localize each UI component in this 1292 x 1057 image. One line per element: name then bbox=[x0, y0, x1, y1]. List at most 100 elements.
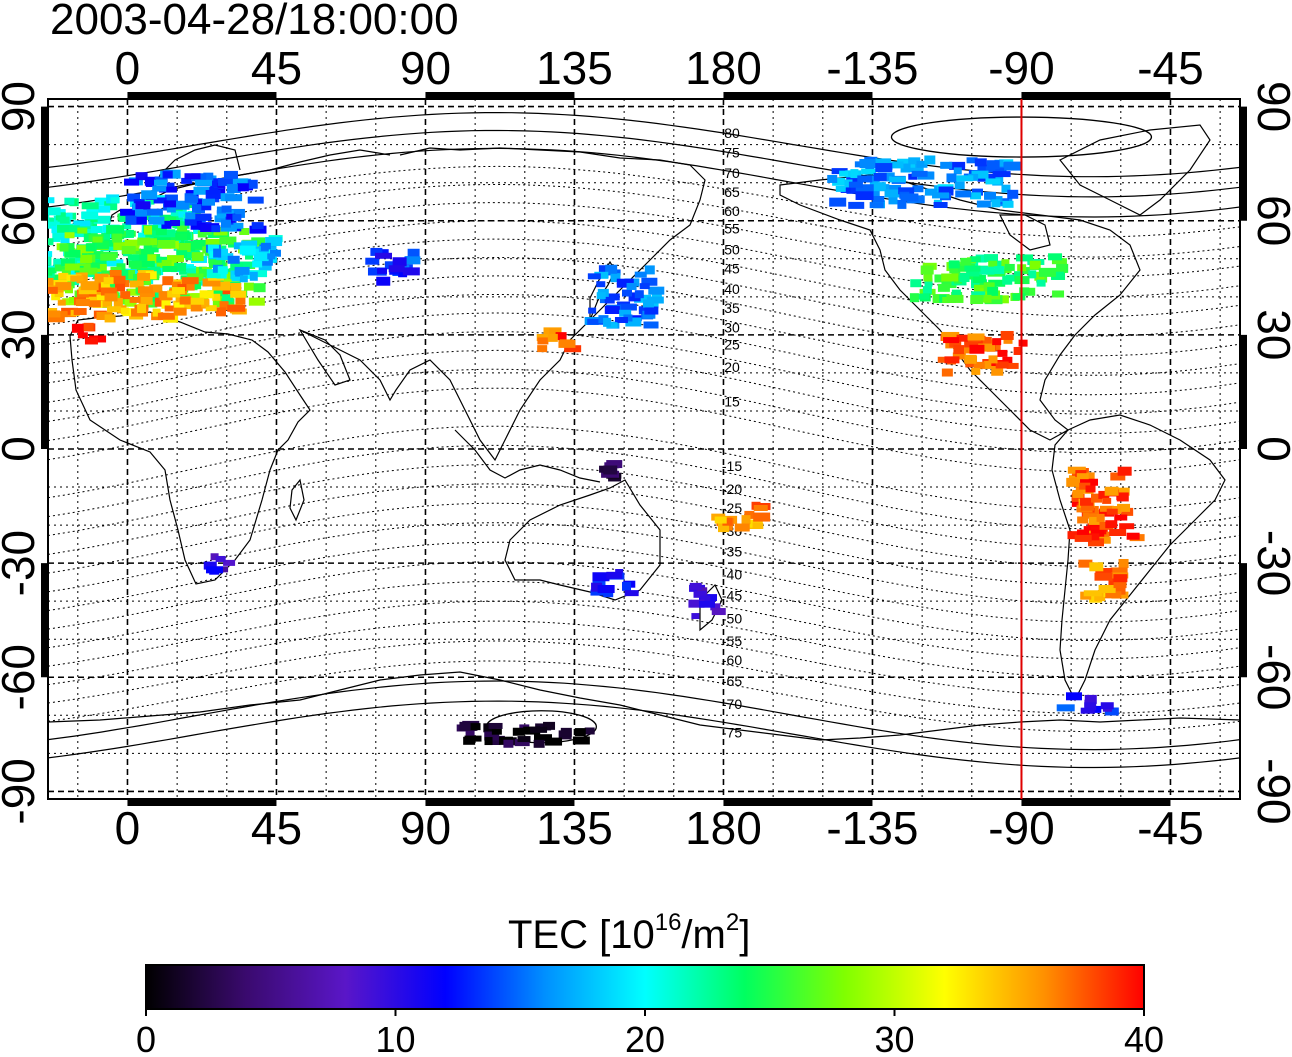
tec-point bbox=[1116, 492, 1129, 502]
contour-label: 75 bbox=[724, 144, 740, 160]
tec-point bbox=[96, 298, 112, 308]
left-lat-tick-label: -60 bbox=[0, 644, 44, 710]
tec-point bbox=[949, 266, 961, 274]
tec-point bbox=[959, 272, 970, 282]
tec-point bbox=[202, 278, 221, 287]
top-axis-bar bbox=[425, 92, 575, 99]
tec-point bbox=[1067, 531, 1079, 540]
tec-point bbox=[861, 168, 877, 175]
magnetic-contour bbox=[48, 502, 1240, 586]
tec-point bbox=[148, 216, 165, 225]
tec-point bbox=[388, 265, 405, 273]
tec-point bbox=[1105, 591, 1122, 599]
tec-point bbox=[1105, 520, 1118, 529]
tec-point bbox=[120, 307, 129, 315]
bottom-axis-bar bbox=[425, 799, 575, 806]
magnetic-contour bbox=[48, 660, 1240, 733]
tec-point bbox=[983, 360, 998, 369]
tec-point bbox=[209, 187, 219, 195]
tec-point bbox=[199, 290, 214, 299]
coast-hudson-bay bbox=[999, 214, 1051, 251]
tec-point bbox=[971, 367, 981, 375]
tec-point bbox=[201, 204, 212, 211]
tec-point bbox=[184, 173, 201, 180]
tec-point bbox=[964, 265, 981, 272]
tec-point bbox=[949, 341, 962, 348]
tec-point bbox=[57, 224, 74, 233]
right-lat-tick-label: 30 bbox=[1248, 309, 1292, 360]
tec-point bbox=[148, 238, 157, 246]
tec-point bbox=[1115, 586, 1126, 595]
tec-point bbox=[1002, 356, 1013, 365]
tec-point bbox=[135, 201, 151, 210]
magnetic-contour bbox=[48, 112, 1240, 178]
tec-point bbox=[984, 295, 1003, 305]
tec-point bbox=[104, 314, 116, 323]
tec-point bbox=[12, 251, 28, 260]
tec-point bbox=[753, 504, 768, 511]
tec-point bbox=[605, 264, 618, 274]
tec-point bbox=[139, 248, 155, 256]
tec-point bbox=[982, 336, 992, 345]
tec-point bbox=[58, 272, 69, 280]
tec-point bbox=[463, 736, 476, 745]
tec-point bbox=[872, 195, 885, 202]
tec-point bbox=[867, 188, 880, 197]
tec-point bbox=[1098, 585, 1116, 594]
tec-point bbox=[644, 265, 655, 275]
tec-point bbox=[158, 216, 177, 223]
tec-point bbox=[839, 170, 849, 177]
tec-point bbox=[1100, 702, 1114, 710]
tec-point bbox=[29, 266, 44, 275]
tec-point bbox=[152, 308, 161, 317]
tec-point bbox=[112, 233, 123, 243]
magnetic-contour bbox=[48, 294, 1240, 376]
tec-point bbox=[57, 299, 66, 306]
tec-point bbox=[1084, 694, 1097, 704]
tec-point bbox=[176, 243, 191, 253]
tec-point bbox=[77, 263, 91, 272]
tec-point bbox=[971, 188, 983, 196]
tec-point bbox=[572, 736, 590, 745]
right-lat-tick-label: -30 bbox=[1248, 530, 1292, 596]
tec-point bbox=[711, 608, 726, 616]
tec-point bbox=[971, 291, 986, 298]
tec-point bbox=[875, 163, 893, 173]
tec-point bbox=[970, 279, 987, 289]
tec-point bbox=[48, 221, 60, 229]
tec-point bbox=[16, 267, 29, 275]
right-latitude-axis: 90 60 30 0 -30 -60 -90 bbox=[1240, 81, 1292, 825]
tec-point bbox=[753, 512, 771, 522]
magnetic-contour bbox=[48, 256, 1240, 337]
tec-point bbox=[141, 260, 155, 267]
tec-point bbox=[991, 260, 1007, 268]
tec-point bbox=[216, 206, 226, 214]
tec-point bbox=[991, 367, 1004, 376]
tec-point bbox=[206, 269, 221, 279]
tec-point bbox=[991, 199, 1001, 208]
tec-point bbox=[135, 254, 152, 263]
tec-point bbox=[1080, 478, 1099, 486]
contour-label: 65 bbox=[724, 184, 740, 200]
tec-point bbox=[48, 197, 55, 204]
tec-point bbox=[1114, 514, 1128, 521]
tec-point bbox=[162, 265, 178, 272]
magnetic-contour bbox=[48, 183, 1240, 258]
tec-point bbox=[230, 263, 244, 271]
tec-point bbox=[560, 727, 572, 737]
tec-point bbox=[210, 553, 219, 561]
tec-point bbox=[161, 299, 171, 309]
tec-point bbox=[171, 281, 181, 290]
magnetic-contour bbox=[48, 561, 1240, 642]
tec-point bbox=[1006, 362, 1019, 369]
tec-point bbox=[1094, 592, 1106, 602]
tec-point bbox=[741, 515, 751, 525]
tec-point bbox=[120, 291, 131, 300]
contour-label: 50 bbox=[724, 241, 740, 257]
tec-point bbox=[987, 286, 999, 296]
tec-point bbox=[31, 276, 47, 284]
tec-point bbox=[155, 228, 167, 236]
tec-point bbox=[239, 245, 256, 255]
magnetic-contour bbox=[48, 680, 1240, 751]
tec-point bbox=[407, 248, 420, 258]
